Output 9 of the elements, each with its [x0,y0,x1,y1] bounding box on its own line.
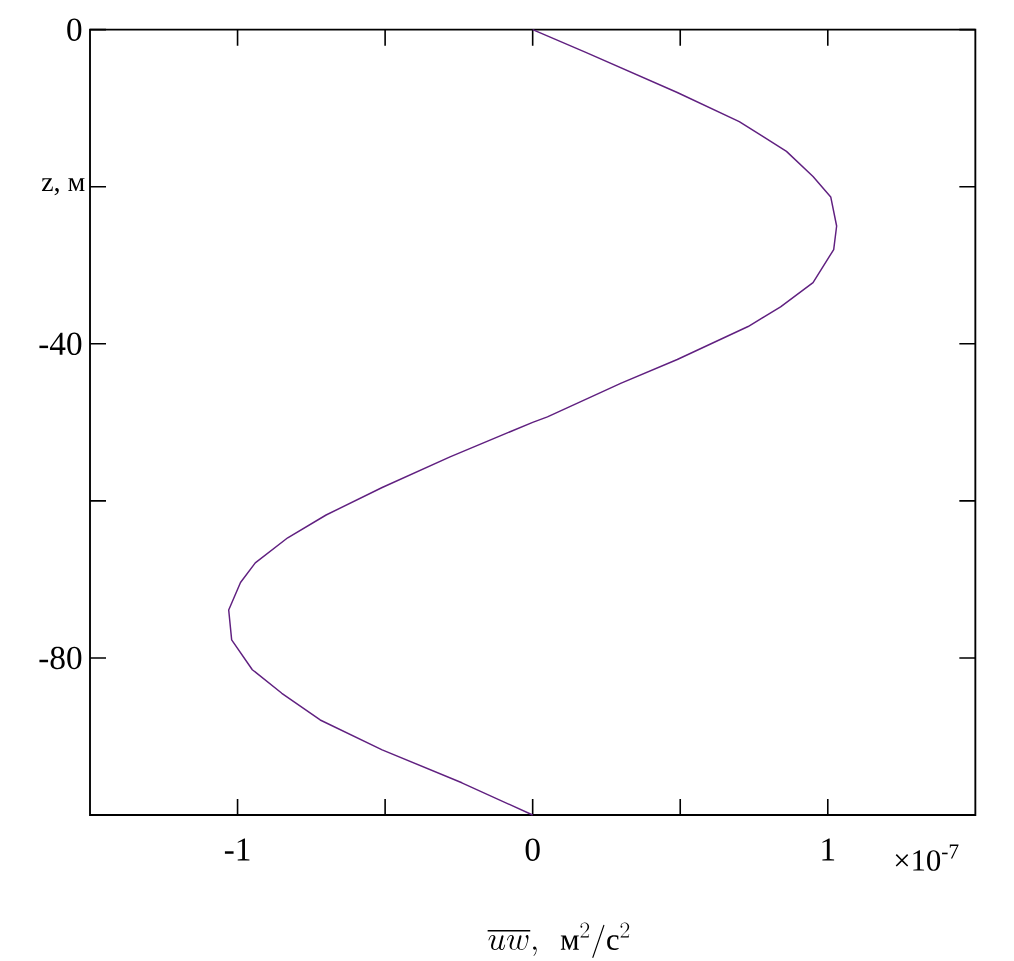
x-axis-title: $\overline{uw},\ \ \text{м}^{2}/\text{с}^{2}$ [487,922,630,958]
text: ×10$^{-7}$ [895,844,959,871]
x-tick-label: 0 [525,838,540,861]
y-tick-label: 0 [67,18,82,41]
x-tick-label: 1 [822,838,835,861]
x-tick-label: -1 [224,838,250,861]
y-tick-label: -80 [39,646,82,670]
y-axis-title: z, м [41,178,85,196]
y-tick-label: -40 [39,332,82,356]
